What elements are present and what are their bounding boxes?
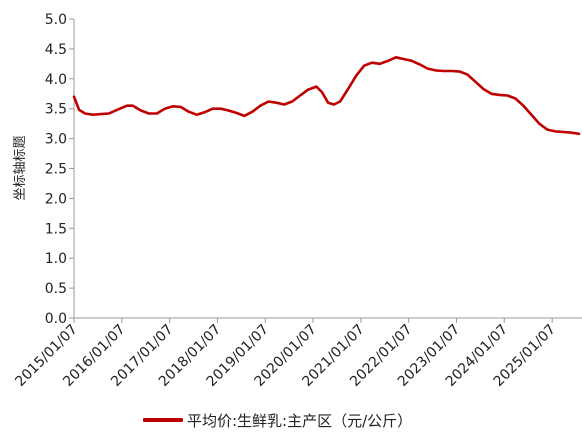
y-tick-label: 0.0 <box>45 311 67 327</box>
legend-label: 平均价:生鲜乳:主产区（元/公斤） <box>187 411 413 430</box>
line-chart: 0.0 0.5 1.0 1.5 2.0 2.5 3.0 3.5 4.0 4.5 5.0 2015/0… <box>12 12 582 390</box>
y-tick-label: 2.0 <box>45 191 67 207</box>
y-tick-label: 4.5 <box>45 42 67 58</box>
y-tick-label: 1.5 <box>45 221 67 237</box>
y-tick-label: 1.0 <box>45 251 67 267</box>
y-tick-label: 3.0 <box>45 132 67 148</box>
y-tick-label: 4.0 <box>45 72 67 88</box>
y-tick-label: 0.5 <box>45 281 67 297</box>
series-line-0 <box>72 56 581 136</box>
x-axis: 2015/01/072016/01/072017/01/072018/01/07… <box>12 317 582 390</box>
legend: 平均价:生鲜乳:主产区（元/公斤） <box>143 408 412 432</box>
y-axis-title: 坐标轴标题 <box>13 135 28 200</box>
legend-line-swatch <box>143 418 183 422</box>
y-tick-label: 2.5 <box>45 162 67 178</box>
y-tick-label: 5.0 <box>45 12 67 28</box>
plot-area <box>72 56 581 136</box>
y-tick-label: 3.5 <box>45 102 67 118</box>
y-axis: 0.0 0.5 1.0 1.5 2.0 2.5 3.0 3.5 4.0 4.5 5.0 <box>45 12 75 327</box>
